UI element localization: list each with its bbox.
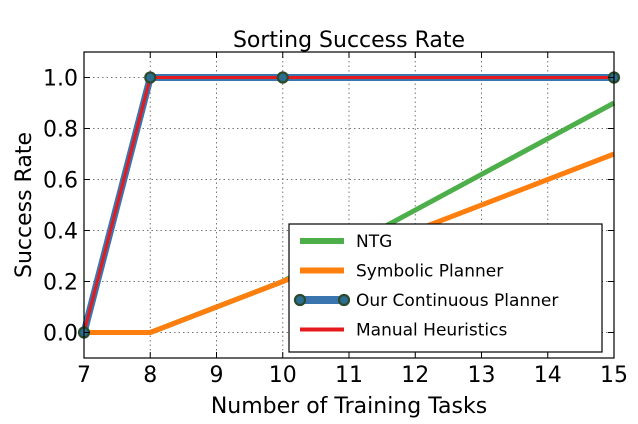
- x-axis-label: Number of Training Tasks: [211, 394, 487, 419]
- data-point: [276, 71, 289, 84]
- legend: NTG Symbolic Planner Our Continuous Planne…: [288, 223, 603, 353]
- x-tick-label: 7: [77, 363, 91, 388]
- y-tick-label: 0.4: [43, 220, 78, 245]
- x-tick-label: 8: [143, 363, 157, 388]
- legend-label: Symbolic Planner: [356, 262, 503, 282]
- x-tick-label: 12: [401, 363, 429, 388]
- x-tick-label: 13: [468, 363, 496, 388]
- x-tick-label: 14: [534, 363, 562, 388]
- x-tick-label: 9: [210, 363, 224, 388]
- chart-title: Sorting Success Rate: [233, 28, 465, 53]
- y-tick-label: 0.2: [43, 271, 78, 296]
- legend-marker: [337, 293, 351, 307]
- axis-ticks: 7 8 9 10 11 12 13 14 15 0.0 0.2 0.4 0.6 0.8 1.0: [43, 52, 628, 388]
- legend-label: Manual Heuristics: [356, 321, 507, 341]
- legend-label: NTG: [356, 232, 392, 252]
- y-tick-label: 0.6: [43, 169, 78, 194]
- x-tick-label: 11: [335, 363, 363, 388]
- series-line-3: [82, 76, 614, 333]
- x-tick-label: 15: [600, 363, 628, 388]
- series-line-1: [84, 151, 615, 335]
- data-point: [144, 71, 157, 84]
- legend-label: Our Continuous Planner: [356, 291, 558, 311]
- y-axis-label: Success Rate: [12, 132, 37, 278]
- y-tick-label: 0.0: [43, 322, 78, 347]
- y-tick-label: 0.8: [43, 118, 78, 143]
- x-tick-label: 10: [269, 363, 297, 388]
- legend-marker: [293, 293, 307, 307]
- y-tick-label: 1.0: [43, 67, 78, 92]
